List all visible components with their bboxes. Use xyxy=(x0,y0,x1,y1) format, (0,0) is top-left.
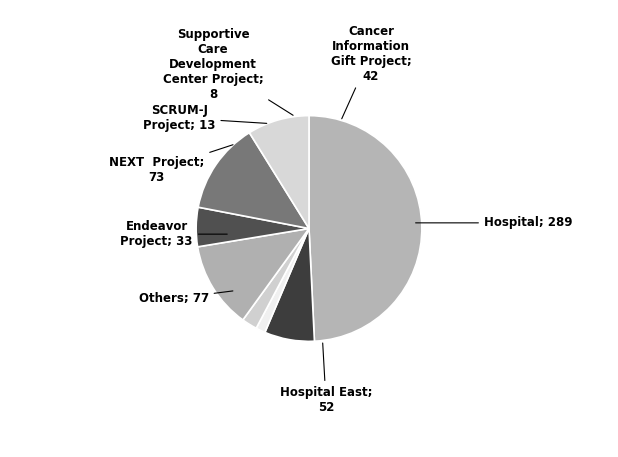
Wedge shape xyxy=(309,116,422,341)
Text: SCRUM-J
Project; 13: SCRUM-J Project; 13 xyxy=(143,104,267,132)
Wedge shape xyxy=(196,207,309,247)
Wedge shape xyxy=(256,228,309,332)
Text: NEXT  Project;
73: NEXT Project; 73 xyxy=(109,145,233,184)
Wedge shape xyxy=(250,116,309,228)
Wedge shape xyxy=(198,133,309,228)
Wedge shape xyxy=(198,228,309,320)
Text: Hospital East;
52: Hospital East; 52 xyxy=(280,343,372,414)
Wedge shape xyxy=(243,228,309,328)
Text: Hospital; 289: Hospital; 289 xyxy=(416,216,572,229)
Text: Others; 77: Others; 77 xyxy=(138,291,233,305)
Text: Cancer
Information
Gift Project;
42: Cancer Information Gift Project; 42 xyxy=(331,25,412,119)
Text: Endeavor
Project; 33: Endeavor Project; 33 xyxy=(121,220,227,248)
Wedge shape xyxy=(265,228,315,341)
Text: Supportive
Care
Development
Center Project;
8: Supportive Care Development Center Proje… xyxy=(163,28,293,115)
